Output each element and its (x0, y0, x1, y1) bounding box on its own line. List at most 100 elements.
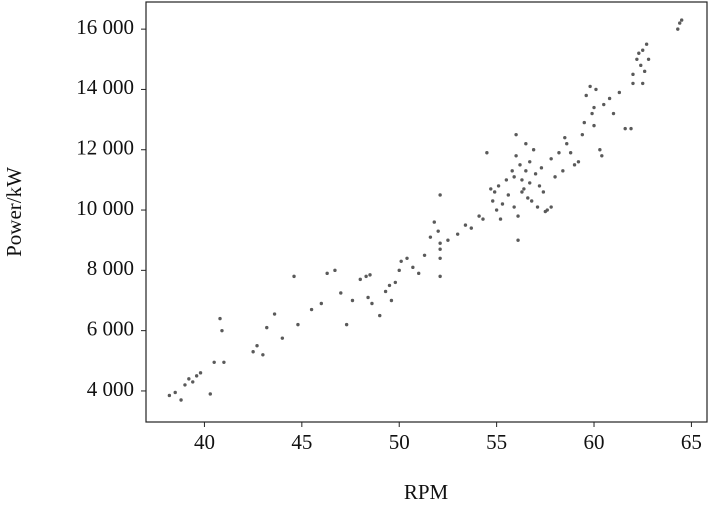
point (399, 259, 403, 263)
point (607, 96, 612, 101)
point (368, 273, 372, 277)
point (531, 148, 536, 152)
point (516, 214, 520, 218)
point (436, 229, 440, 233)
point (611, 111, 616, 116)
point (422, 253, 427, 257)
point (411, 265, 415, 270)
point (549, 157, 553, 161)
point (631, 81, 635, 86)
point (393, 280, 398, 285)
point (537, 184, 542, 188)
point (280, 336, 285, 340)
point (504, 178, 509, 182)
point (389, 298, 394, 303)
point (590, 111, 594, 116)
point (500, 202, 505, 206)
point (463, 223, 468, 227)
point (592, 123, 596, 128)
point (491, 199, 495, 203)
point (428, 235, 433, 239)
point (514, 154, 518, 158)
point (510, 169, 514, 173)
point (187, 377, 191, 381)
x-tick-label: 40 (194, 430, 215, 454)
point (167, 393, 172, 398)
y-tick-label: 14 000 (76, 75, 134, 99)
point (344, 322, 349, 327)
point (522, 187, 526, 191)
point (679, 18, 684, 22)
point (512, 205, 516, 209)
y-tick-label: 4 000 (87, 377, 134, 401)
point (549, 205, 553, 209)
point (617, 90, 622, 95)
point (438, 193, 442, 197)
point (644, 42, 649, 46)
point (350, 298, 355, 303)
point (512, 175, 516, 179)
point (528, 181, 532, 185)
point (646, 57, 651, 61)
point (584, 93, 588, 98)
point (220, 328, 224, 333)
point (378, 313, 382, 318)
point (516, 238, 520, 242)
point (496, 184, 501, 188)
point (524, 169, 528, 173)
point (438, 247, 442, 251)
point (309, 307, 314, 312)
point (533, 172, 538, 176)
point (526, 196, 530, 200)
x-tick-label: 45 (291, 430, 312, 454)
x-tick-label: 60 (584, 430, 605, 454)
point (455, 232, 460, 236)
point (358, 277, 362, 282)
point (524, 142, 528, 146)
point (485, 151, 489, 155)
point (272, 312, 277, 316)
point (563, 135, 567, 140)
point (678, 21, 682, 25)
point (255, 344, 259, 348)
point (432, 220, 436, 224)
point (208, 392, 212, 396)
point (514, 132, 518, 137)
point (446, 238, 450, 242)
x-tick-label: 55 (486, 430, 507, 454)
y-tick-label: 6 000 (87, 316, 134, 340)
point (319, 301, 324, 306)
y-tick-label: 16 000 (76, 15, 134, 39)
point (218, 316, 222, 321)
point (535, 205, 540, 209)
point (212, 360, 216, 365)
point (492, 190, 497, 194)
point (553, 175, 557, 179)
point (641, 81, 645, 86)
point (541, 190, 546, 194)
point (639, 63, 643, 68)
point (518, 163, 522, 167)
point (676, 27, 680, 31)
point (364, 274, 368, 279)
point (339, 291, 343, 295)
point (572, 163, 577, 167)
point (438, 256, 442, 260)
point (565, 142, 569, 146)
point (576, 160, 581, 164)
point (477, 214, 481, 218)
point (629, 126, 633, 131)
point (506, 193, 511, 197)
plot-frame (145, 1, 708, 423)
point (641, 48, 645, 52)
point (325, 271, 329, 276)
point (469, 226, 474, 230)
point (438, 274, 442, 279)
point (370, 301, 374, 306)
point (366, 295, 370, 300)
point (173, 390, 177, 395)
point (520, 190, 524, 194)
point (557, 151, 561, 155)
